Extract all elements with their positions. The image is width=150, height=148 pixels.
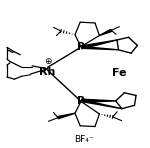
Polygon shape bbox=[99, 29, 112, 36]
Polygon shape bbox=[81, 100, 122, 109]
Text: BF₄⁻: BF₄⁻ bbox=[74, 135, 94, 144]
Text: P: P bbox=[77, 96, 85, 106]
Text: Fe: Fe bbox=[112, 68, 127, 78]
Text: Rh: Rh bbox=[39, 67, 56, 77]
Text: P: P bbox=[77, 42, 85, 52]
Polygon shape bbox=[82, 99, 116, 102]
Polygon shape bbox=[82, 46, 118, 50]
Text: ⊕: ⊕ bbox=[44, 57, 51, 66]
Polygon shape bbox=[58, 113, 75, 119]
Polygon shape bbox=[81, 40, 117, 49]
